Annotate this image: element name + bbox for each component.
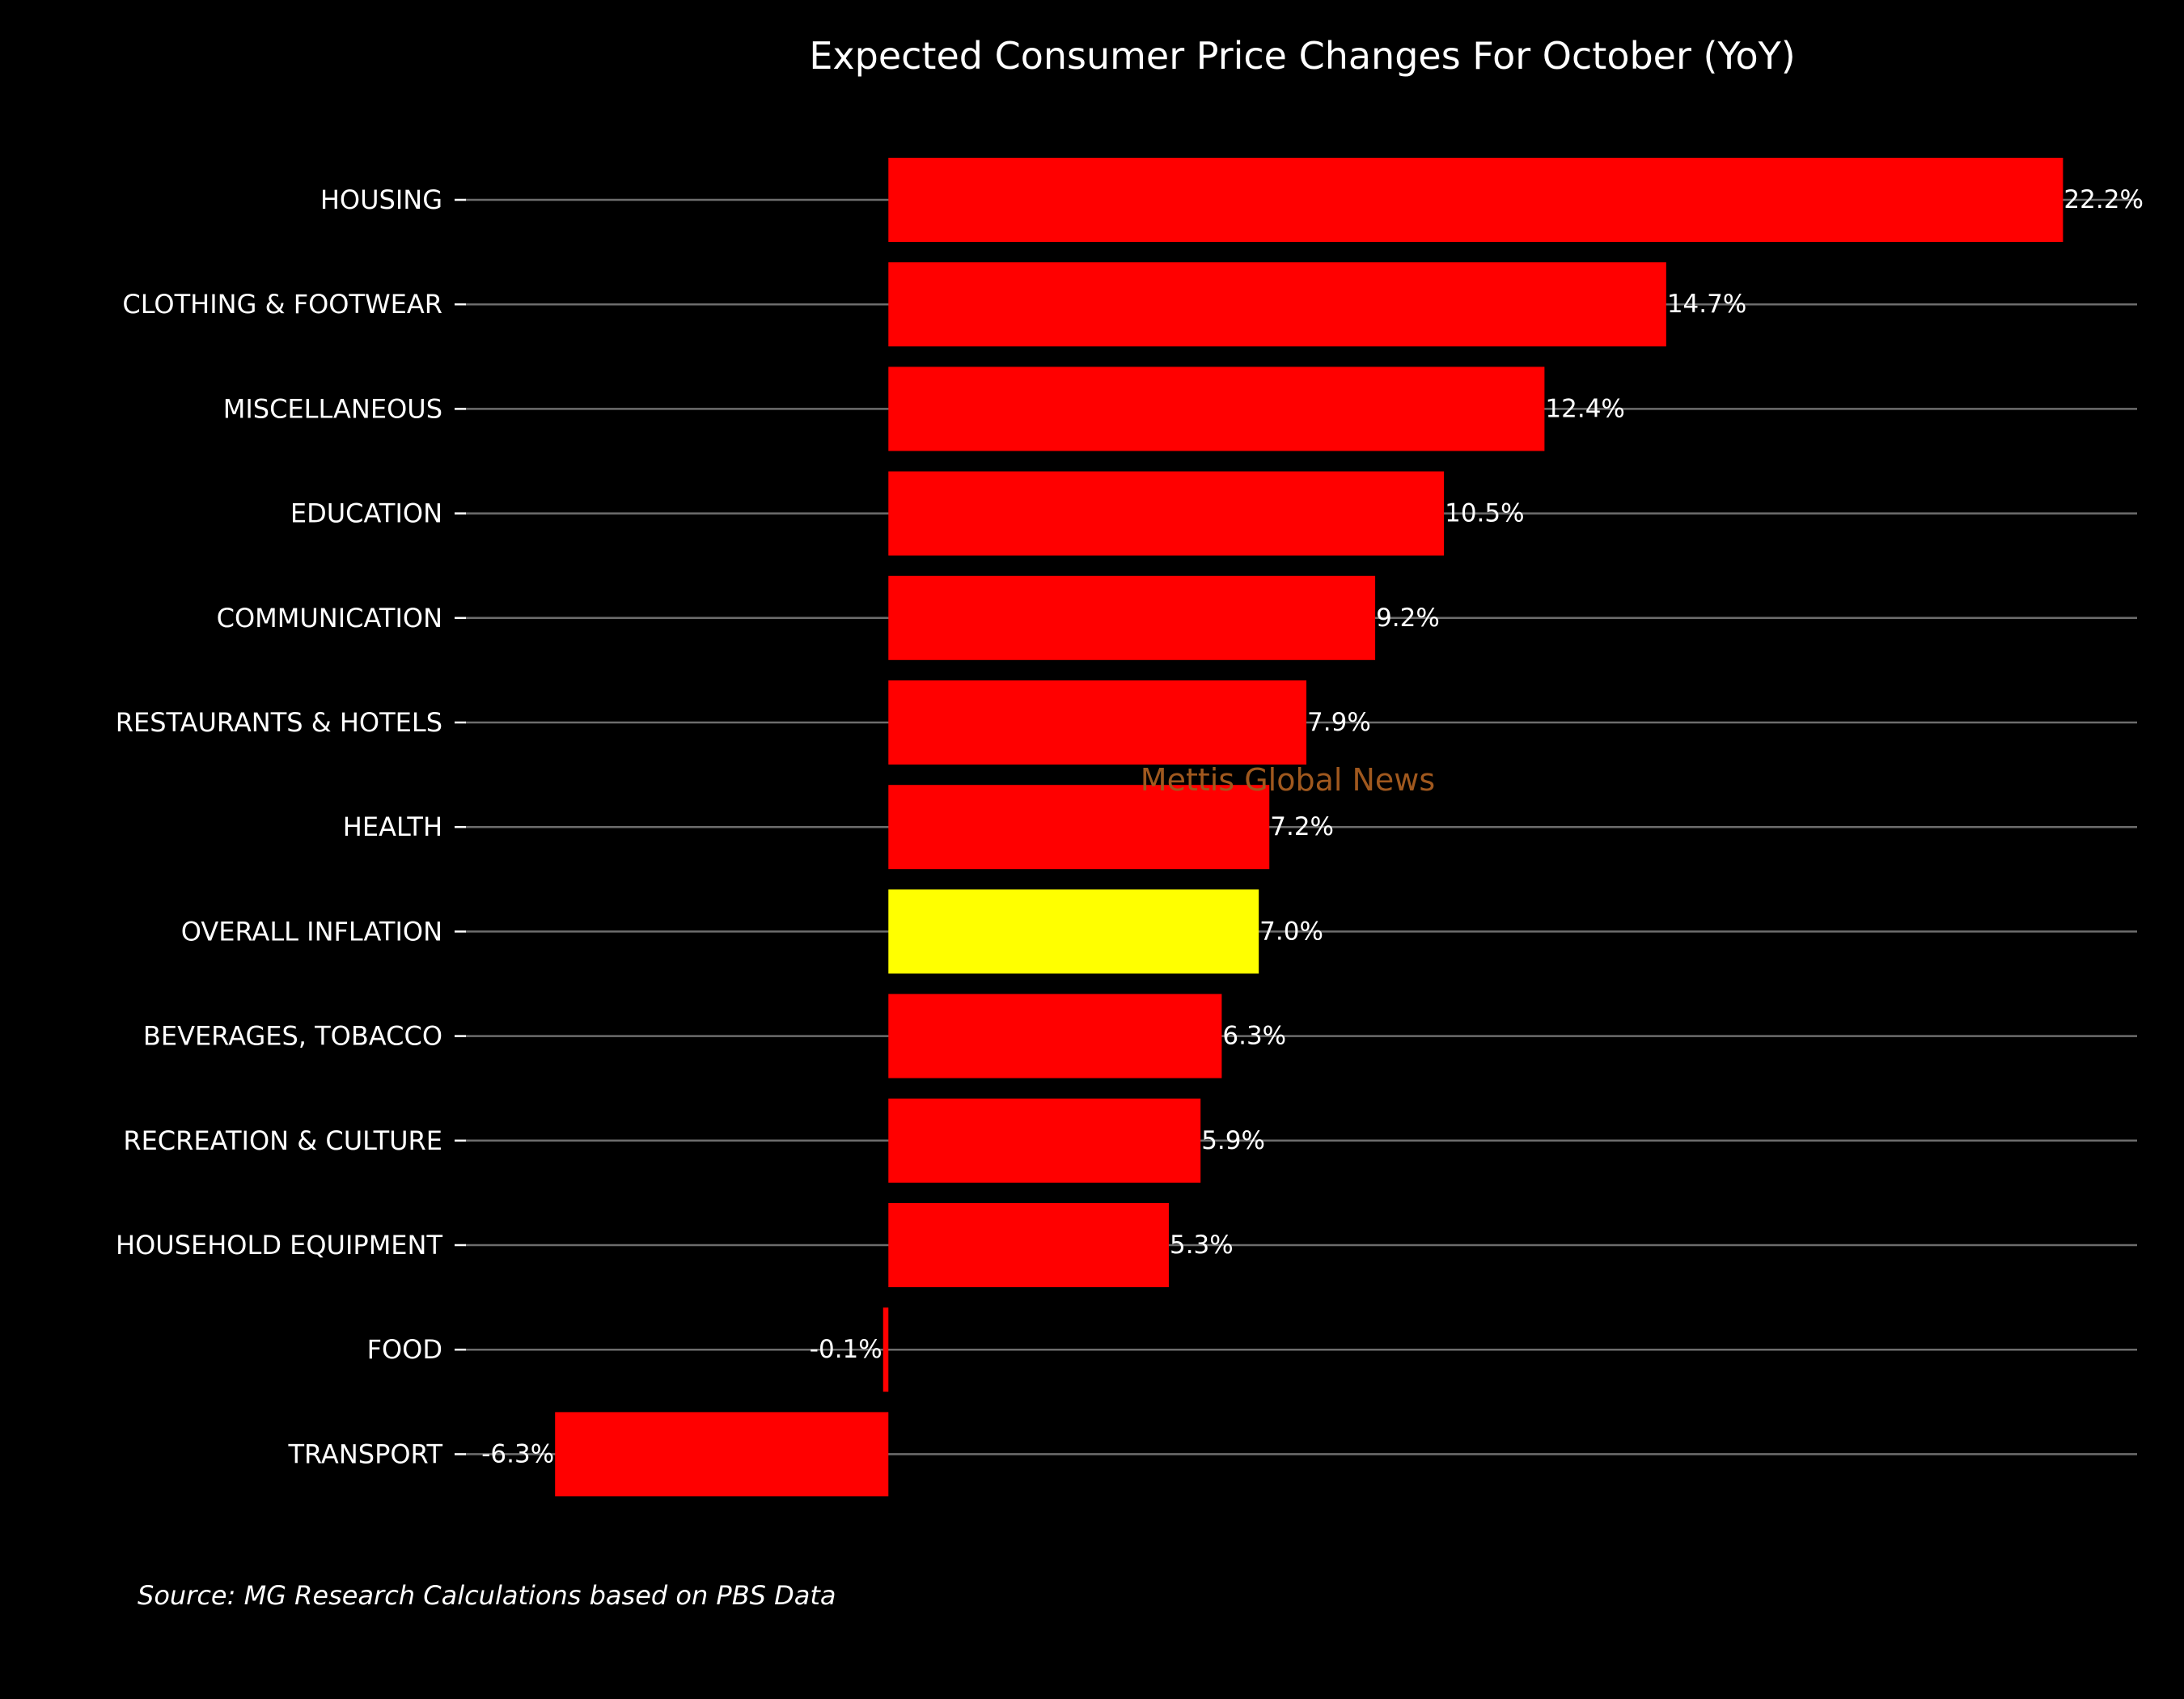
value-label-8: 6.3% <box>1222 1022 1286 1051</box>
value-label-3: 10.5% <box>1445 499 1524 528</box>
category-label-9: RECREATION & CULTURE <box>123 1125 442 1156</box>
value-label-12: -6.3% <box>481 1439 554 1468</box>
category-label-8: BEVERAGES, TOBACCO <box>143 1021 442 1052</box>
source-note: Source: MG Research Calculations based o… <box>138 1580 836 1611</box>
category-label-4: COMMUNICATION <box>217 603 442 633</box>
category-label-3: EDUCATION <box>290 498 442 529</box>
category-label-2: MISCELLANEOUS <box>223 393 442 424</box>
bar-3 <box>888 471 1445 556</box>
watermark: Mettis Global News <box>1141 762 1435 798</box>
category-label-11: FOOD <box>367 1334 442 1365</box>
bar-4 <box>888 575 1376 660</box>
value-label-2: 12.4% <box>1545 394 1624 423</box>
bar-7 <box>888 889 1259 974</box>
bar-9 <box>888 1098 1201 1183</box>
bars <box>555 158 2063 1497</box>
category-label-1: CLOTHING & FOOTWEAR <box>122 289 442 320</box>
value-label-10: 5.3% <box>1170 1231 1234 1260</box>
category-label-10: HOUSEHOLD EQUIPMENT <box>116 1230 442 1260</box>
chart-title: Expected Consumer Price Changes For Octo… <box>809 34 1795 78</box>
bar-6 <box>888 785 1270 870</box>
bar-12 <box>555 1412 889 1497</box>
bar-8 <box>888 994 1222 1078</box>
category-label-6: HEALTH <box>343 811 442 842</box>
value-label-5: 7.9% <box>1307 708 1371 737</box>
value-labels: 22.2% 14.7% 12.4% 10.5% 9.2% 7.9% 7.2% 7.0% 6.3%… <box>481 185 2144 1468</box>
bar-1 <box>888 262 1666 347</box>
value-label-0: 22.2% <box>2063 185 2143 214</box>
bar-0 <box>888 158 2063 242</box>
y-axis-ticks <box>455 198 466 1455</box>
category-label-5: RESTAURANTS & HOTELS <box>116 707 442 738</box>
category-labels: HOUSING CLOTHING & FOOTWEAR MISCELLANEOUS E… <box>116 184 443 1469</box>
value-label-9: 5.9% <box>1201 1126 1265 1155</box>
category-label-7: OVERALL INFLATION <box>181 916 442 947</box>
category-label-12: TRANSPORT <box>287 1438 442 1469</box>
bar-5 <box>888 680 1307 765</box>
value-label-11: -0.1% <box>810 1335 882 1364</box>
value-label-6: 7.2% <box>1270 812 1334 841</box>
value-label-1: 14.7% <box>1667 290 1746 319</box>
value-label-7: 7.0% <box>1259 917 1323 946</box>
category-label-0: HOUSING <box>320 184 442 215</box>
bar-2 <box>888 366 1545 451</box>
bar-10 <box>888 1203 1169 1287</box>
value-label-4: 9.2% <box>1376 604 1440 633</box>
bar-11 <box>882 1307 889 1392</box>
